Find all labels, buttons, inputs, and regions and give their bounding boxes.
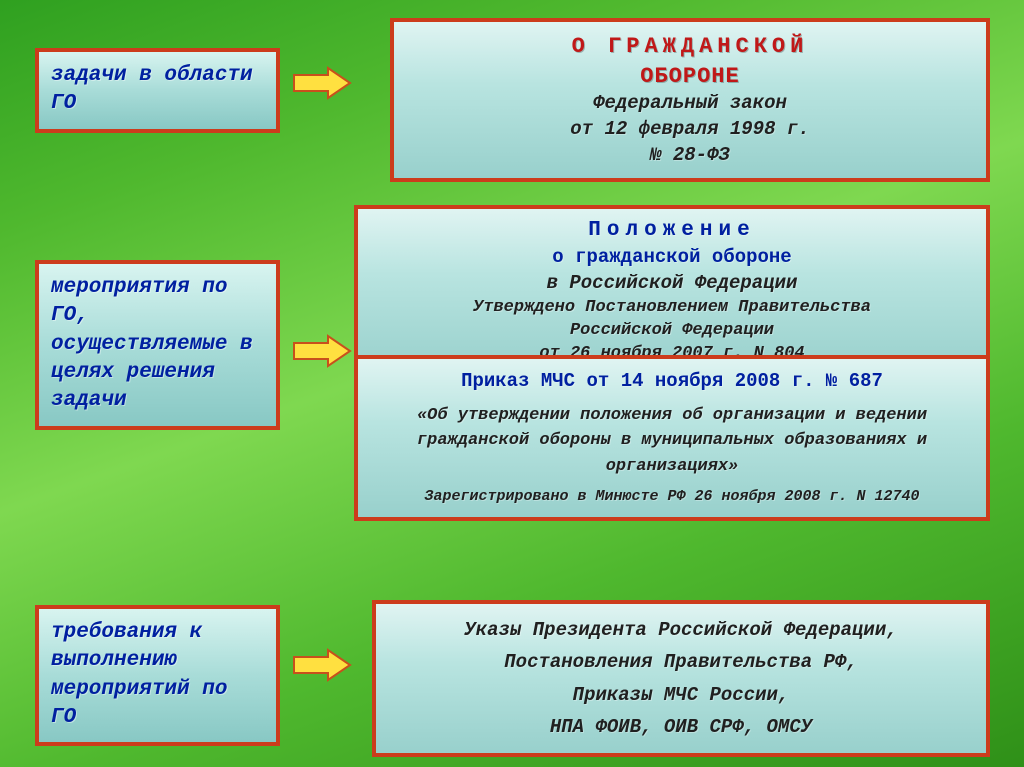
doc-line: о гражданской обороне bbox=[376, 245, 968, 271]
doc-line: в Российской Федерации bbox=[376, 271, 968, 297]
doc-line: Постановления Правительства РФ, bbox=[394, 646, 968, 678]
doc-federal-law: О ГРАЖДАНСКОЙ ОБОРОНЕ Федеральный закон … bbox=[390, 18, 990, 182]
arrow-icon bbox=[292, 648, 352, 682]
doc-line: Указы Президента Российской Федерации, bbox=[394, 614, 968, 646]
doc-decrees: Указы Президента Российской Федерации, П… bbox=[372, 600, 990, 757]
label-requirements: требования к выполнению мероприятий по Г… bbox=[35, 605, 280, 746]
label-text: мероприятия по ГО, осуществляемые в целя… bbox=[51, 276, 253, 412]
doc-order-mchs: Приказ МЧС от 14 ноября 2008 г. № 687 «О… bbox=[354, 355, 990, 521]
label-activities: мероприятия по ГО, осуществляемые в целя… bbox=[35, 260, 280, 430]
label-text: требования к выполнению мероприятий по Г… bbox=[51, 621, 227, 729]
arrow-icon bbox=[292, 334, 352, 368]
label-text: задачи в области ГО bbox=[51, 64, 253, 115]
doc-line: «Об утверждении положения об организации… bbox=[376, 403, 968, 480]
arrow-icon bbox=[292, 66, 352, 100]
doc-line: Положение bbox=[376, 217, 968, 245]
doc-line: Приказы МЧС России, bbox=[394, 679, 968, 711]
doc-line: от 12 февраля 1998 г. bbox=[412, 117, 968, 143]
doc-line: Зарегистрировано в Минюсте РФ 26 ноября … bbox=[376, 487, 968, 507]
doc-line: № 28-ФЗ bbox=[412, 143, 968, 169]
doc-line: Утверждено Постановлением Правительства bbox=[376, 297, 968, 320]
doc-regulation: Положение о гражданской обороне в Россий… bbox=[354, 205, 990, 377]
doc-line: О ГРАЖДАНСКОЙ bbox=[412, 32, 968, 62]
label-tasks: задачи в области ГО bbox=[35, 48, 280, 133]
doc-line: НПА ФОИВ, ОИВ СРФ, ОМСУ bbox=[394, 711, 968, 743]
doc-line: Федеральный закон bbox=[412, 91, 968, 117]
doc-line: Приказ МЧС от 14 ноября 2008 г. № 687 bbox=[376, 369, 968, 395]
doc-line: Российской Федерации bbox=[376, 320, 968, 343]
doc-line: ОБОРОНЕ bbox=[412, 62, 968, 92]
